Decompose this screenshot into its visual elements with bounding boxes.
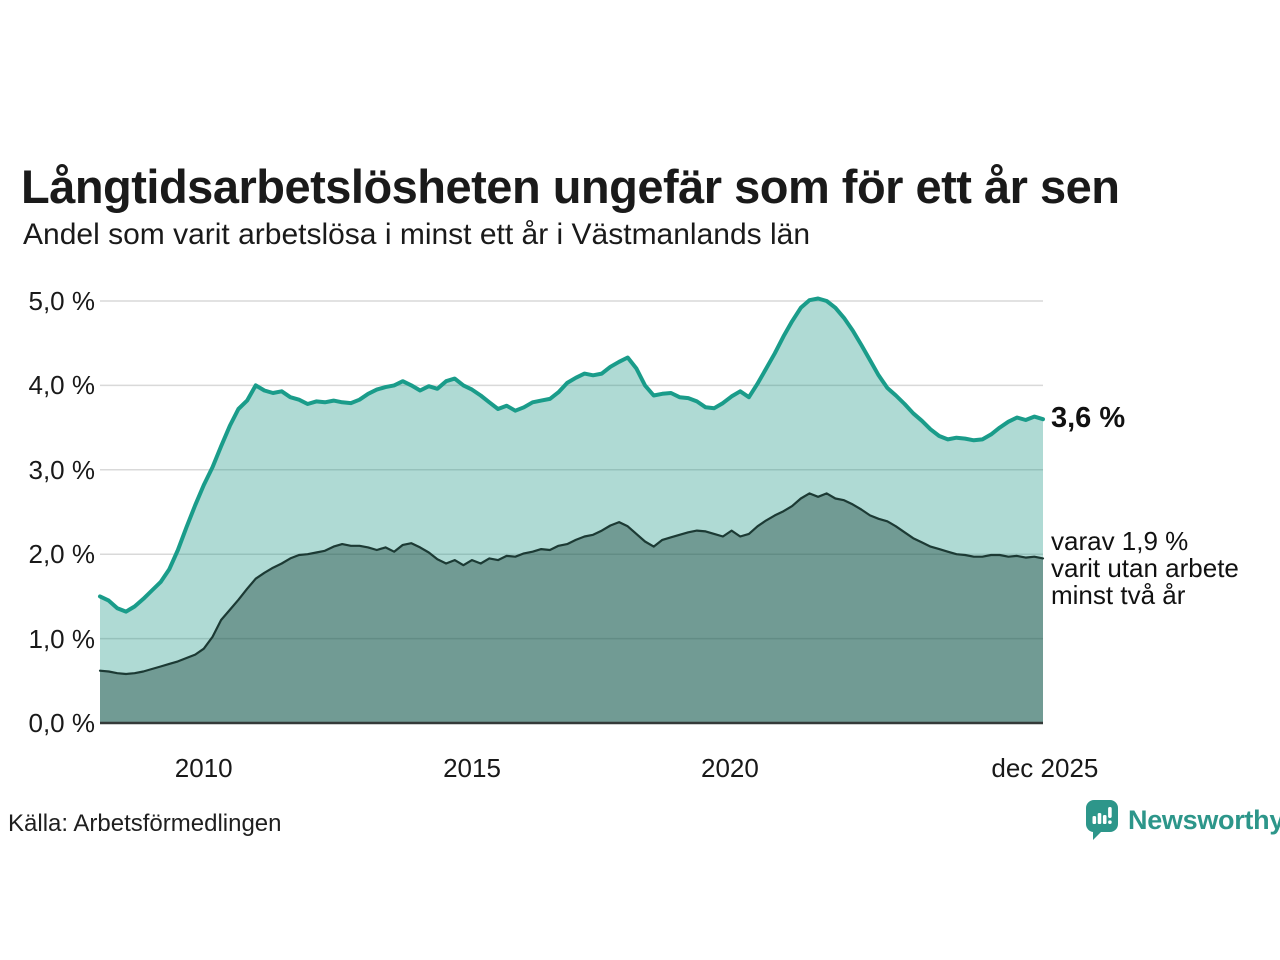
newsworthy-logo-text: Newsworthy xyxy=(1128,804,1280,835)
series2-label-line3: minst två år xyxy=(1051,580,1186,610)
line-unemployed-one-year xyxy=(98,296,1045,614)
chart-subtitle: Andel som varit arbetslösa i minst ett å… xyxy=(23,218,811,251)
area-unemployed-one-year xyxy=(100,298,1043,723)
y-tick-label: 0,0 % xyxy=(28,708,96,738)
newsworthy-logo-icon xyxy=(1086,800,1118,840)
series2-label-line2: varit utan arbete xyxy=(1051,553,1239,583)
y-tick-label: 3,0 % xyxy=(28,454,96,485)
area-unemployed-two-years xyxy=(100,493,1043,723)
x-tick-label: dec 2025 xyxy=(991,753,1099,783)
series2-label-line1: varav 1,9 % xyxy=(1051,526,1189,556)
source-note: Källa: Arbetsförmedlingen xyxy=(8,810,282,837)
y-tick-label: 4,0 % xyxy=(28,370,96,401)
x-tick-label: 2015 xyxy=(443,753,501,783)
line-unemployed-two-years xyxy=(98,492,1045,676)
newsworthy-brand: Newsworthy xyxy=(1086,799,1280,841)
x-tick-label: 2010 xyxy=(174,753,233,783)
y-tick-label: 2,0 % xyxy=(28,539,96,570)
series1-end-value-label: 3,6 % xyxy=(1051,402,1126,434)
series2-end-value-label: varav 1,9 % varit utan arbete minst två … xyxy=(1051,528,1239,609)
x-tick-label: 2020 xyxy=(701,753,759,783)
y-tick-label: 5,0 % xyxy=(28,286,96,316)
page-title: Långtidsarbetslösheten ungefär som för e… xyxy=(21,160,1120,214)
y-tick-label: 1,0 % xyxy=(28,623,96,654)
